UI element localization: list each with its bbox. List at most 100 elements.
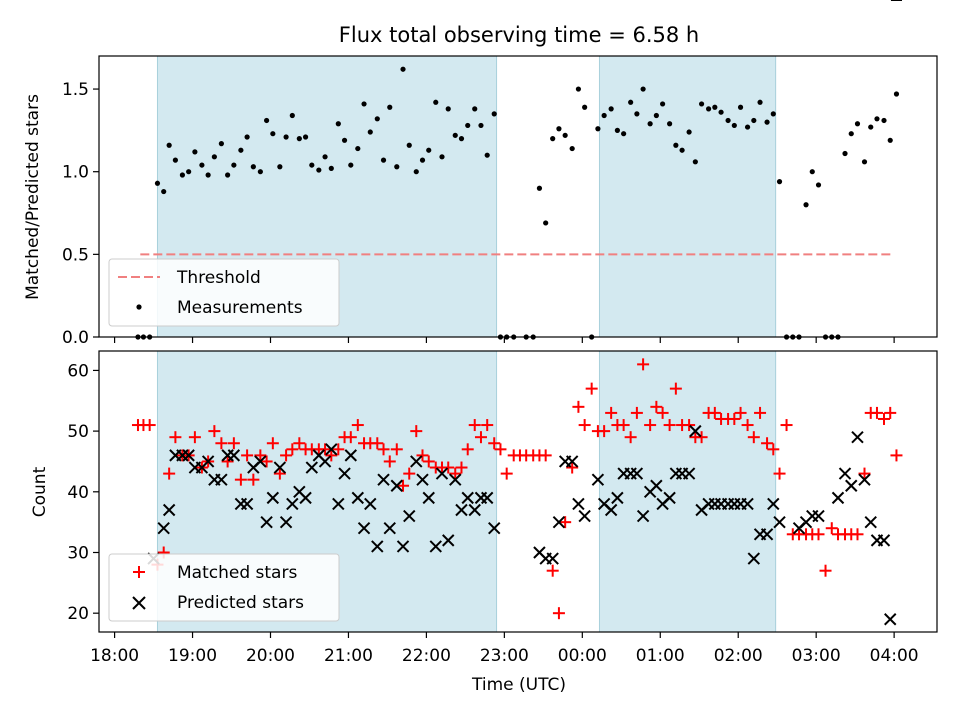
matched-star-point (371, 437, 384, 450)
matched-star-point (637, 358, 650, 371)
measurement-point (413, 169, 419, 175)
measurement-point (608, 106, 614, 112)
predicted-star-point (371, 540, 384, 553)
predicted-star-point (572, 497, 585, 511)
measurement-point (562, 132, 568, 138)
measurement-point (458, 136, 465, 142)
matched-star-point (734, 406, 747, 419)
predicted-star-point (410, 455, 423, 468)
predicted-stars-points (147, 0, 902, 626)
matched-star-point (605, 406, 618, 419)
x-tick-label: 21:00 (324, 646, 373, 666)
matched-star-point (143, 419, 156, 432)
predicted-star-point (747, 552, 761, 565)
predicted-star-point (157, 522, 170, 535)
x-tick-label: 04:00 (870, 646, 919, 666)
measurement-point (179, 172, 186, 178)
matched-star-point (851, 528, 864, 541)
measurement-point (887, 137, 893, 143)
predicted-star-point (162, 503, 176, 517)
measurement-point (316, 167, 322, 173)
matched-star-point (624, 431, 637, 444)
matched-star-point (390, 443, 403, 456)
measurement-point (737, 104, 744, 110)
matched-star-point (474, 431, 487, 444)
matched-star-point (273, 467, 286, 480)
measurement-point (874, 116, 880, 122)
matched-star-point (708, 406, 721, 419)
matched-star-point (488, 437, 501, 450)
matched-star-point (266, 437, 279, 450)
matched-star-point (215, 437, 228, 450)
predicted-star-point (689, 424, 702, 438)
legend-measurements-swatch (136, 304, 142, 310)
predicted-star-point (357, 522, 371, 535)
measurement-point (478, 122, 484, 129)
matched-star-point (468, 419, 481, 432)
predicted-star-point (877, 534, 891, 547)
x-tick-label: 20:00 (246, 646, 295, 666)
matched-star-point (552, 607, 565, 620)
matched-star-point (461, 443, 474, 456)
top-y-tick-label: 1.0 (62, 163, 89, 183)
matched-star-point (383, 455, 396, 468)
measurement-point (419, 157, 426, 163)
predicted-star-point (338, 467, 351, 480)
predicted-star-point (383, 522, 396, 535)
legend-box (108, 553, 340, 622)
predicted-star-point (591, 473, 605, 486)
measurement-point (348, 162, 354, 168)
predicted-star-point (422, 491, 435, 505)
measurement-point (199, 162, 205, 168)
predicted-star-point (481, 491, 494, 505)
measurement-point (452, 132, 458, 138)
measurement-point (465, 122, 471, 129)
matched-star-point (442, 461, 455, 474)
matched-star-point (890, 449, 903, 462)
matched-star-point (884, 406, 897, 419)
measurement-point (686, 129, 692, 135)
measurement-point (264, 117, 270, 124)
bottom-y-ticks: 20 30 40 50 60 (67, 361, 99, 624)
measurement-point (582, 104, 588, 110)
predicted-star-point (403, 509, 416, 523)
predicted-star-point (442, 534, 455, 547)
matched-star-point (559, 516, 572, 529)
predicted-star-point (546, 552, 559, 565)
measurement-point (647, 121, 653, 127)
measurement-point (355, 145, 361, 152)
matched-star-point (234, 473, 247, 486)
measurement-point (218, 141, 224, 147)
matched-star-point (617, 419, 630, 432)
matched-star-point (585, 382, 598, 395)
measurement-point (172, 157, 178, 163)
predicted-star-point (565, 455, 579, 468)
legend-matched-swatch (133, 566, 145, 578)
predicted-star-point (254, 455, 267, 468)
measurement-point (718, 109, 724, 115)
measurement-point (309, 162, 315, 168)
predicted-star-point (773, 515, 786, 529)
matched-star-point (416, 449, 429, 462)
bottom-y-tick-label: 20 (67, 604, 89, 624)
matched-star-point (377, 443, 390, 456)
predicted-star-point (286, 497, 299, 511)
matched-star-point (325, 449, 338, 462)
bottom-y-tick-label: 50 (67, 422, 89, 442)
predicted-star-point (455, 503, 468, 517)
predicted-star-point (552, 515, 566, 529)
matched-star-point (410, 425, 423, 438)
measurement-point (569, 145, 575, 152)
measurement-point (367, 129, 373, 135)
x-tick-label: 23:00 (480, 646, 529, 666)
predicted-star-point (299, 491, 312, 505)
predicted-star-point (812, 509, 825, 523)
bottom-y-label: Count (30, 466, 50, 517)
predicted-star-point (215, 473, 228, 486)
matched-star-point (344, 431, 357, 444)
chart-title: Flux total observing time = 6.58 h (339, 23, 699, 47)
x-tick-label: 03:00 (792, 646, 841, 666)
measurement-point (543, 220, 549, 226)
matched-star-point (319, 443, 332, 456)
